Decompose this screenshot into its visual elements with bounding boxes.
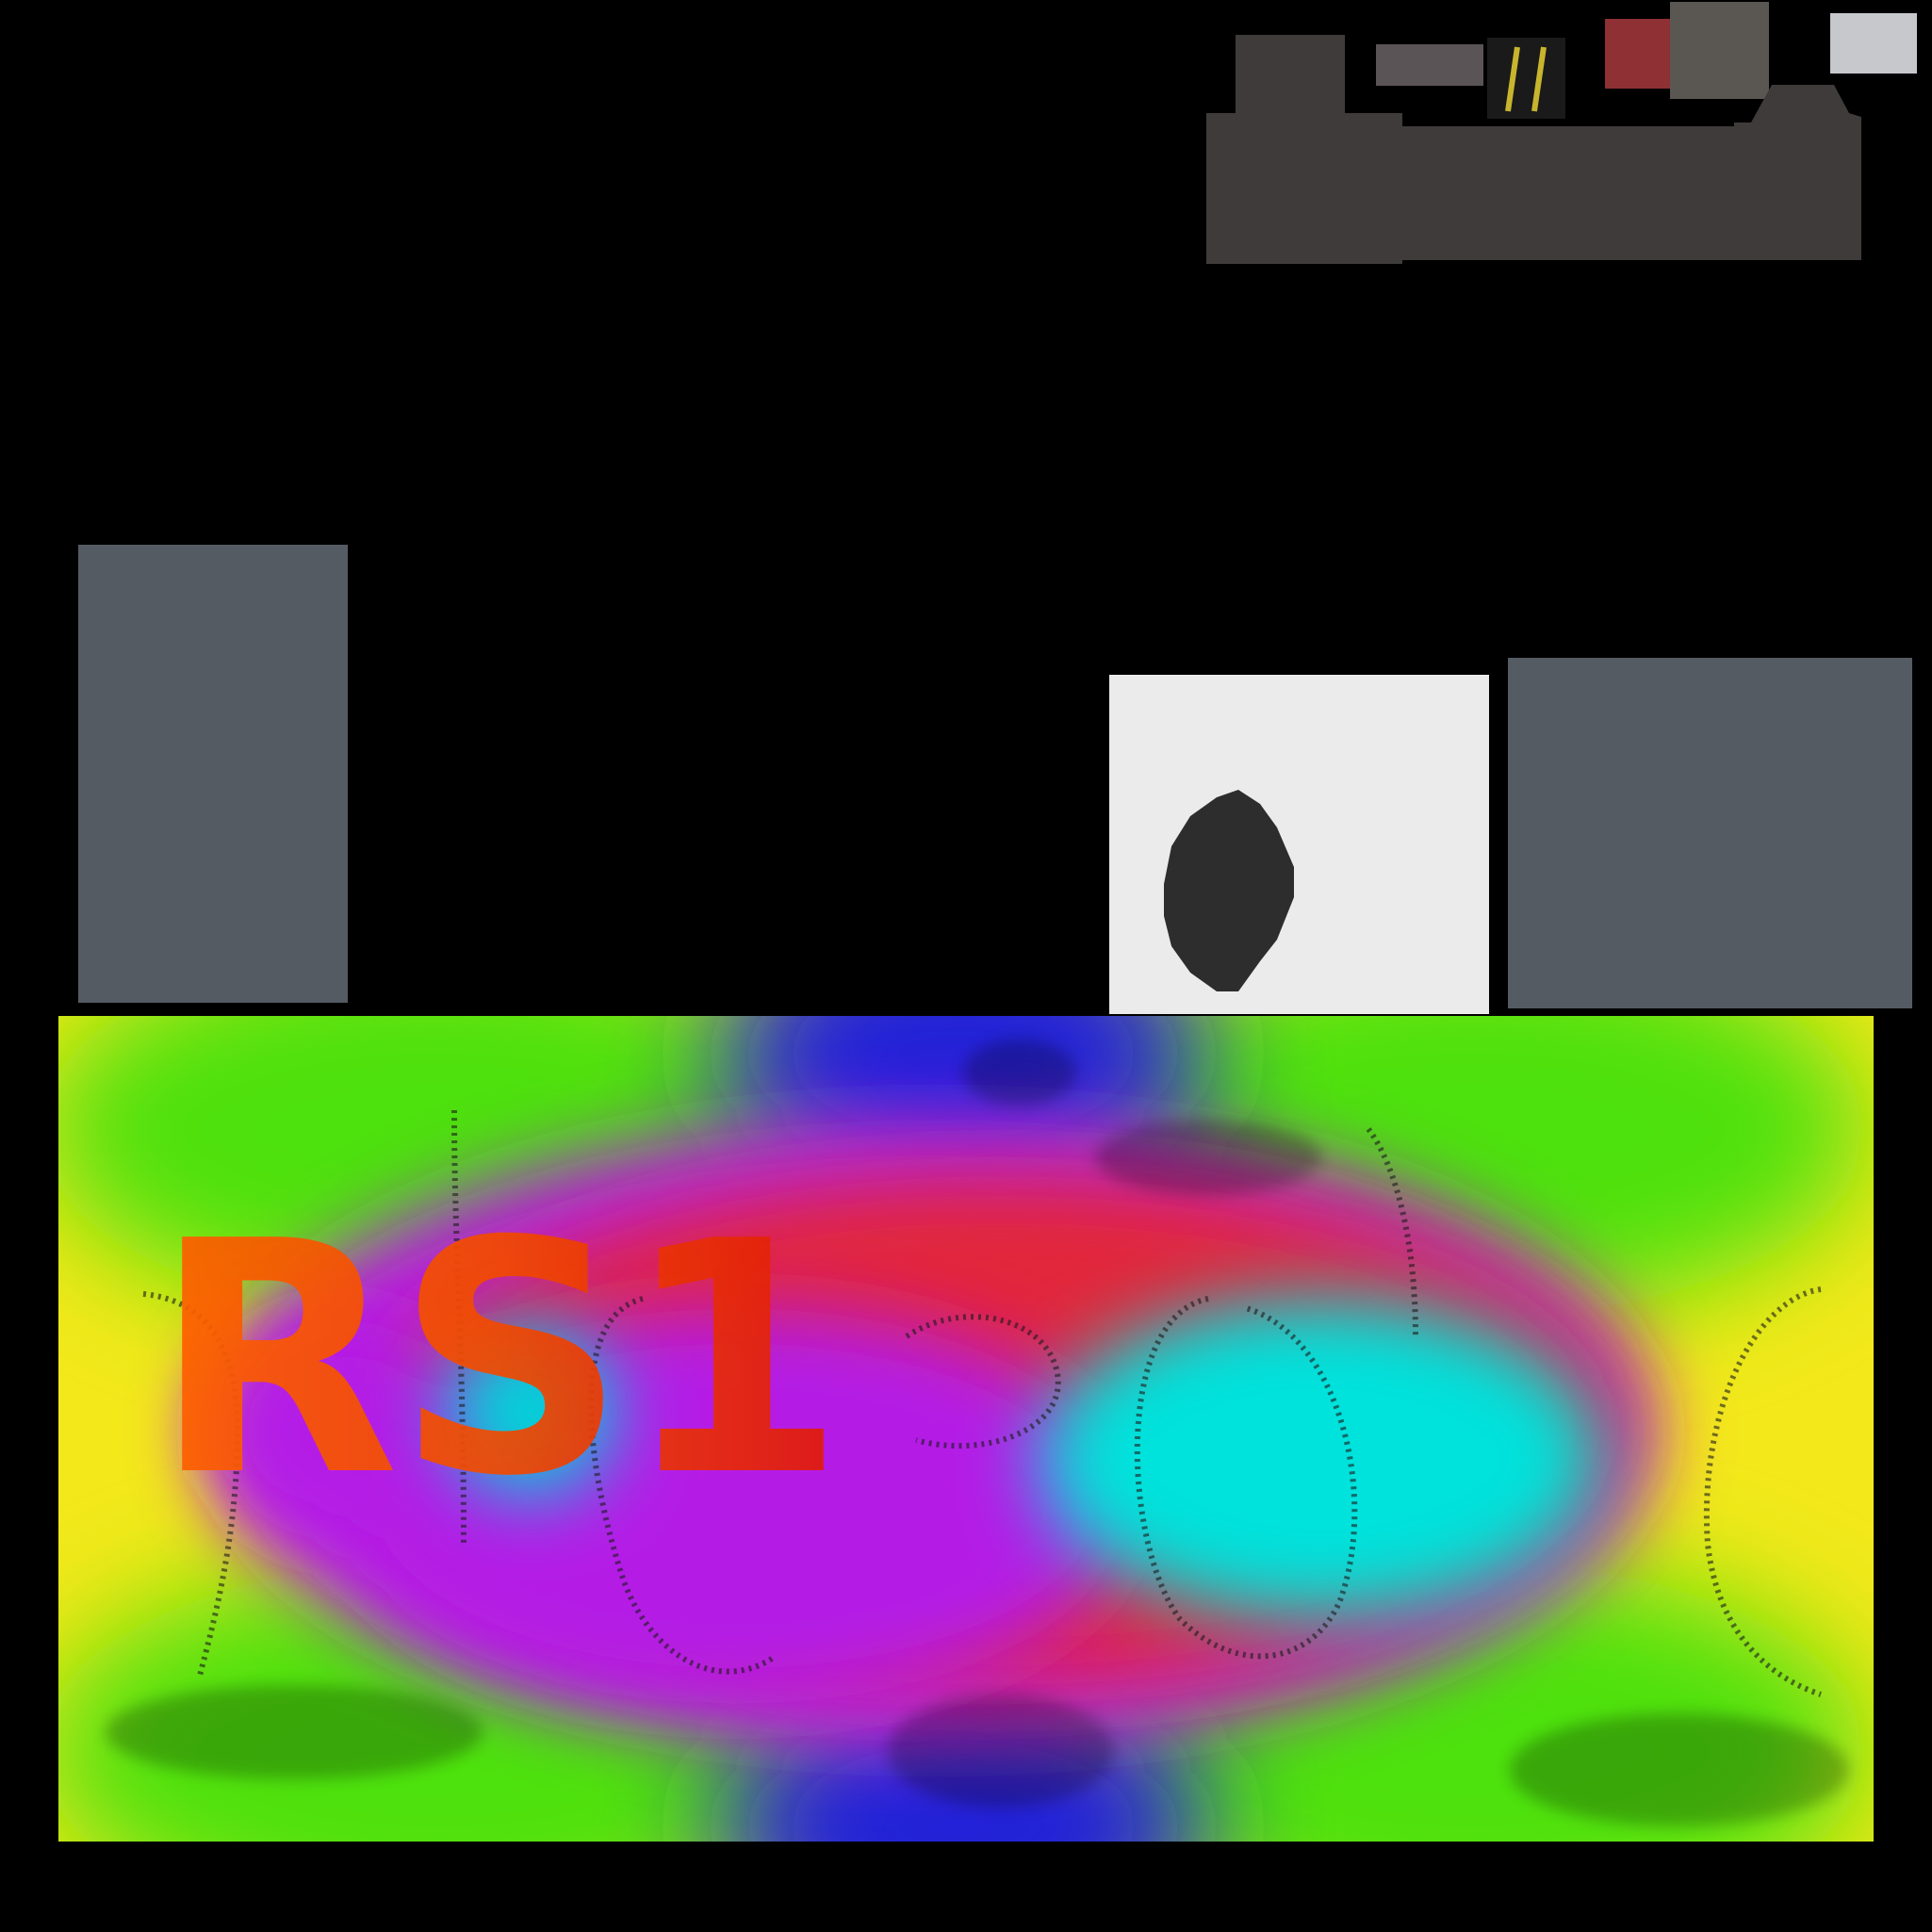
livery-panel: RS1 [58,1016,1874,1842]
light-swatch [1830,13,1917,74]
wheel-tile [1109,675,1489,1014]
left-side-panel [78,545,348,1003]
strip-piece [1376,44,1483,86]
stripe-decal-graphic [1505,46,1547,112]
red-swatch [1605,19,1671,89]
wheel-oval-icon [1164,790,1294,991]
right-side-panel [1508,658,1912,1008]
roof-cap-piece [1236,35,1345,120]
grey-swatch [1670,2,1769,99]
livery-number-text: RS1 [153,1173,845,1547]
stripe-decal [1487,38,1565,119]
body-roof-piece [1206,85,1861,264]
livery-gradient [58,1016,1874,1842]
